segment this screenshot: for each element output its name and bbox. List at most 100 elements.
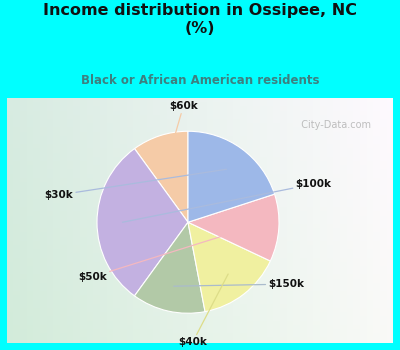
Bar [167, 147, 174, 153]
Bar [280, 265, 288, 270]
Bar [47, 168, 54, 174]
Bar [93, 118, 101, 123]
Bar [287, 202, 294, 207]
Bar [267, 185, 274, 190]
Bar [253, 164, 261, 169]
Bar [220, 189, 228, 195]
Bar [7, 227, 14, 232]
Bar [173, 328, 181, 333]
Bar [253, 269, 261, 274]
Bar [247, 269, 254, 274]
Bar [160, 202, 168, 207]
Bar [167, 143, 174, 148]
Bar [173, 126, 181, 132]
Bar [107, 198, 114, 203]
Bar [387, 185, 394, 190]
Bar [33, 261, 41, 266]
Bar [373, 131, 381, 136]
Bar [387, 189, 394, 195]
Bar [273, 248, 281, 253]
Bar [80, 147, 88, 153]
Bar [233, 110, 241, 115]
Bar [287, 278, 294, 283]
Bar [340, 219, 348, 224]
Bar [227, 261, 234, 266]
Bar [300, 202, 308, 207]
Bar [80, 126, 88, 132]
Bar [380, 126, 388, 132]
Bar [47, 341, 54, 346]
Bar [360, 122, 368, 127]
Bar [280, 152, 288, 157]
Bar [333, 303, 341, 308]
Bar [380, 341, 388, 346]
Bar [360, 261, 368, 266]
Bar [27, 252, 34, 258]
Bar [140, 160, 148, 165]
Bar [347, 160, 354, 165]
Bar [313, 303, 321, 308]
Bar [133, 147, 141, 153]
Bar [300, 131, 308, 136]
Bar [0, 210, 8, 216]
Bar [13, 336, 21, 342]
Bar [307, 332, 314, 337]
Bar [260, 189, 268, 195]
Bar [173, 311, 181, 316]
Bar [273, 345, 281, 350]
Bar [40, 341, 48, 346]
Bar [80, 286, 88, 291]
Bar [267, 240, 274, 245]
Bar [133, 257, 141, 262]
Bar [113, 202, 121, 207]
Bar [233, 290, 241, 295]
Bar [160, 160, 168, 165]
Bar [107, 286, 114, 291]
Bar [380, 185, 388, 190]
Bar [140, 290, 148, 295]
Bar [133, 122, 141, 127]
Bar [173, 185, 181, 190]
Bar [267, 345, 274, 350]
Bar [320, 223, 328, 228]
Bar [120, 168, 128, 174]
Bar [373, 294, 381, 300]
Bar [253, 131, 261, 136]
Bar [33, 273, 41, 279]
Bar [353, 257, 361, 262]
Bar [220, 240, 228, 245]
Bar [393, 315, 400, 321]
Bar [207, 324, 214, 329]
Bar [80, 273, 88, 279]
Bar [253, 227, 261, 232]
Bar [360, 101, 368, 106]
Bar [153, 236, 161, 241]
Bar [140, 118, 148, 123]
Bar [193, 185, 201, 190]
Bar [367, 135, 374, 140]
Bar [200, 189, 208, 195]
Bar [133, 173, 141, 178]
Bar [307, 219, 314, 224]
Bar [353, 135, 361, 140]
Bar [360, 110, 368, 115]
Bar [260, 261, 268, 266]
Bar [267, 324, 274, 329]
Bar [73, 307, 81, 312]
Bar [273, 332, 281, 337]
Bar [67, 185, 74, 190]
Bar [60, 336, 68, 342]
Bar [240, 156, 248, 161]
Bar [153, 206, 161, 211]
Bar [67, 118, 74, 123]
Bar [213, 126, 221, 132]
Bar [100, 252, 108, 258]
Bar [100, 131, 108, 136]
Bar [260, 143, 268, 148]
Bar [67, 202, 74, 207]
Bar [13, 332, 21, 337]
Bar [347, 189, 354, 195]
Bar [87, 160, 94, 165]
Bar [347, 198, 354, 203]
Bar [107, 320, 114, 325]
